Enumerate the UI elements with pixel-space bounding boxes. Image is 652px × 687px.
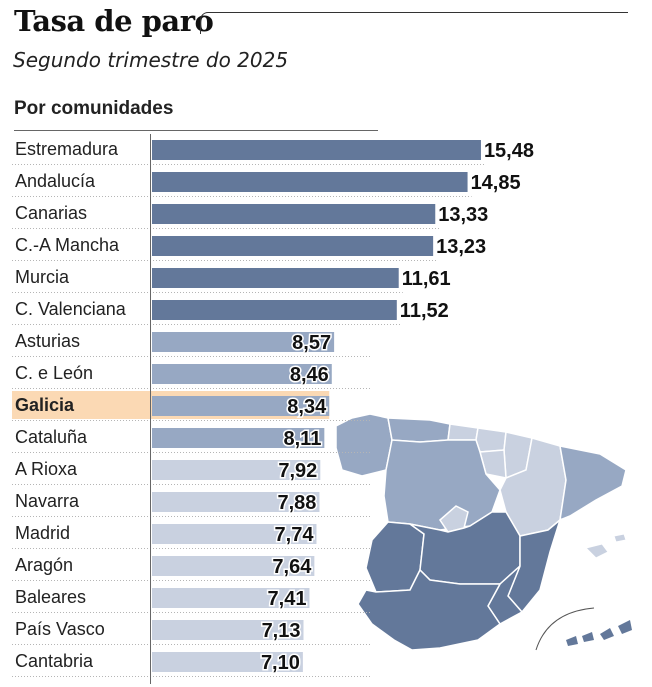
value-label: 11,61 (402, 268, 451, 290)
value-label: 8,34 (287, 396, 327, 418)
value-label: 7,64 (272, 556, 312, 578)
category-label: Navarra (15, 491, 80, 511)
category-label: C. e León (15, 363, 93, 383)
value-label: 7,88 (278, 492, 317, 514)
value-label: 7,74 (275, 524, 315, 546)
bar (152, 300, 397, 320)
bar (152, 428, 325, 448)
category-label: Madrid (15, 523, 70, 543)
map-region-pais-vasco (475, 427, 507, 453)
map-region-cantabria (447, 423, 479, 441)
value-label: 7,41 (268, 588, 307, 610)
bar (152, 588, 310, 608)
bar (152, 396, 330, 416)
bar (152, 204, 436, 224)
value-label: 15,48 (484, 140, 534, 162)
value-label: 8,11 (284, 428, 322, 450)
bar (152, 236, 434, 256)
bar (152, 556, 315, 576)
section-label: Por comunidades (14, 98, 174, 119)
bar (152, 492, 320, 512)
map-region-madrid (439, 505, 469, 533)
category-label: Canarias (15, 203, 87, 223)
value-label: 7,10 (261, 652, 300, 674)
map-region-andalucia (357, 568, 502, 651)
bar (152, 652, 303, 672)
category-label: Cantabria (15, 651, 94, 671)
category-label: Galicia (15, 395, 75, 415)
category-label: Cataluña (15, 427, 88, 447)
value-label: 8,46 (290, 364, 329, 386)
value-label: 8,57 (292, 332, 331, 354)
bar (152, 364, 332, 384)
value-label: 7,13 (262, 620, 301, 642)
map-region-canarias-2 (582, 632, 594, 642)
chart-subtitle: Segundo trimestre do 2025 (13, 48, 289, 72)
category-label: Andalucía (15, 171, 96, 191)
bar (152, 620, 304, 640)
category-label: C.-A Mancha (15, 235, 120, 255)
category-label: Aragón (15, 555, 73, 575)
map-region-galicia (335, 413, 393, 477)
bar (152, 332, 335, 352)
category-label: Asturias (15, 331, 80, 351)
bar (152, 140, 481, 160)
category-label: País Vasco (15, 619, 105, 639)
map-region-canarias-4 (618, 620, 632, 634)
chart-rows: Estremadura 15,48 Andalucía 14,85 Canarias 13… (12, 139, 534, 677)
map-region-baleares-2 (613, 533, 627, 543)
map-canarias-inset-arc (535, 607, 595, 651)
title-rule (200, 12, 628, 34)
map-region-baleares (585, 543, 609, 559)
value-label: 11,52 (400, 300, 449, 322)
value-label: 13,33 (438, 204, 488, 226)
value-label: 14,85 (471, 172, 521, 194)
section-rule (14, 130, 378, 131)
category-label: Baleares (15, 587, 86, 607)
map-region-asturias (387, 417, 451, 443)
bar (152, 460, 321, 480)
map-region-cataluna (559, 445, 627, 522)
map-region-canarias-3 (600, 628, 614, 640)
map-region-canarias-1 (566, 636, 578, 646)
value-label: 7,92 (278, 460, 317, 482)
bar (152, 524, 317, 544)
category-label: A Rioxa (15, 459, 78, 479)
spain-map (335, 413, 632, 651)
chart-title: Tasa de paro (14, 4, 214, 38)
bar (152, 268, 399, 288)
bar (152, 172, 468, 192)
category-label: C. Valenciana (15, 299, 127, 319)
value-label: 13,23 (436, 236, 486, 258)
category-label: Estremadura (15, 139, 119, 159)
category-label: Murcia (15, 267, 70, 287)
